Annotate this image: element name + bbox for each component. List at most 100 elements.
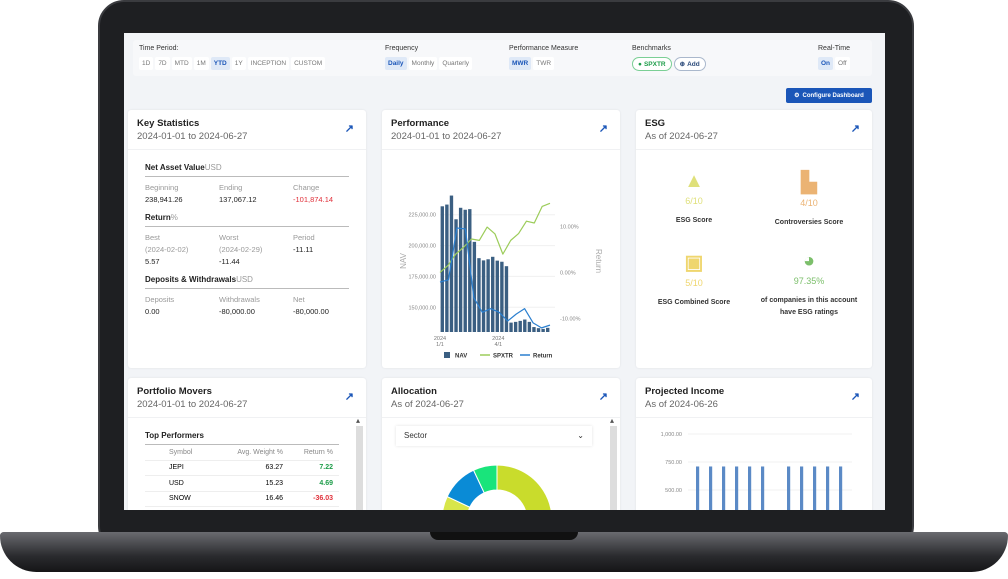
symbol-cell: JEPI xyxy=(169,464,184,472)
option-1m[interactable]: 1M xyxy=(193,57,209,70)
nav-bar xyxy=(481,260,486,332)
pie-chart-icon: ◕ xyxy=(802,250,816,272)
nav-bar xyxy=(509,322,513,332)
donut-slice[interactable] xyxy=(472,464,498,494)
factory-icon: ▙ xyxy=(801,172,817,194)
x-tick-label: 1/1 xyxy=(436,342,444,348)
card-title: Performance xyxy=(391,118,450,129)
option-mtd[interactable]: MTD xyxy=(171,57,192,70)
legend-item-nav[interactable]: NAV xyxy=(444,352,467,360)
return-cell: 7.22 xyxy=(319,464,333,472)
option-daily[interactable]: Daily xyxy=(385,57,407,70)
option-monthly[interactable]: Monthly xyxy=(408,57,438,70)
y-tick-label: 750.00 xyxy=(665,460,682,466)
table-row[interactable]: SNOW 16.46 -36.03 xyxy=(145,492,339,507)
income-bar xyxy=(722,466,726,510)
nav-bar xyxy=(495,260,499,332)
column-header: Symbol xyxy=(169,448,193,456)
legend-label: SPXTR xyxy=(493,354,514,360)
benchmark-spxtr-chip[interactable]: ● SPXTR xyxy=(632,57,672,71)
section-title: Return xyxy=(145,213,171,222)
income-bar xyxy=(813,466,817,510)
esg-label: ESG Score xyxy=(675,217,713,224)
y2-tick-label: 10.00% xyxy=(560,225,579,231)
return-cell: 4.69 xyxy=(319,479,333,487)
plus-circle-icon: ⊕ xyxy=(679,61,686,68)
option-inception[interactable]: INCEPTION xyxy=(247,57,290,70)
stat-value: -11.44 xyxy=(219,257,240,266)
configure-dashboard-button[interactable]: ⚙ Configure Dashboard xyxy=(786,88,872,103)
stat-value: -11.11 xyxy=(293,245,314,254)
option-on[interactable]: On xyxy=(818,57,834,70)
time-period-label: Time Period: xyxy=(139,45,179,52)
y-tick-label: 200,000.00 xyxy=(408,244,436,250)
esg-item: ▣ 5/10 ESG Combined Score xyxy=(639,250,749,309)
expand-icon[interactable]: ↗ xyxy=(344,391,354,403)
esg-item: ▲ 6/10 ESG Score xyxy=(639,170,749,227)
add-label: Add xyxy=(687,60,700,68)
income-bar xyxy=(748,466,752,510)
spxtr-line xyxy=(439,202,551,273)
y2-tick-label: 0.00% xyxy=(560,270,576,276)
x-tick-label: 2024 xyxy=(492,336,504,342)
allocation-card: Allocation As of 2024-06-27 ↗ Sector ⌄ xyxy=(382,378,620,510)
benchmark-name: SPXTR xyxy=(643,60,666,68)
nav-bar xyxy=(500,261,504,332)
real-time-label: Real-Time xyxy=(818,45,851,52)
stat-ending: Ending 137,067.12 xyxy=(219,183,293,204)
card-title: ESG xyxy=(645,118,666,129)
x-tick-label: 4/1 xyxy=(494,342,502,348)
option-ytd[interactable]: YTD xyxy=(210,57,230,70)
card-date: As of 2024-06-26 xyxy=(645,399,718,410)
expand-icon[interactable]: ↗ xyxy=(850,391,860,403)
stat-label: Change xyxy=(293,183,320,192)
table-row[interactable]: JEPI 63.27 7.22 xyxy=(145,461,339,476)
income-bar xyxy=(839,466,843,510)
configure-label: Configure Dashboard xyxy=(802,92,864,99)
nav-bar xyxy=(518,320,522,332)
option-1d[interactable]: 1D xyxy=(139,57,154,70)
option-7d[interactable]: 7D xyxy=(155,57,170,70)
card-date: 2024-01-01 to 2024-06-27 xyxy=(137,131,248,142)
nav-bar xyxy=(468,209,472,332)
stat-net: Net -80,000.00 xyxy=(293,295,367,316)
card-title: Projected Income xyxy=(645,386,725,397)
nav-bar xyxy=(454,219,458,332)
option-twr[interactable]: TWR xyxy=(533,57,555,70)
sector-select[interactable]: Sector ⌄ xyxy=(396,426,592,446)
legend-item-return[interactable]: Return xyxy=(520,354,553,360)
y-axis-label: NAV xyxy=(399,252,408,269)
option-mwr[interactable]: MWR xyxy=(509,57,532,70)
scrollbar[interactable] xyxy=(356,416,363,510)
esg-item: ▙ 4/10 Controversies Score xyxy=(754,170,864,229)
y-tick-label: 225,000.00 xyxy=(408,213,436,219)
table-row[interactable]: USD 15.23 4.69 xyxy=(145,476,339,492)
stat-label: Period xyxy=(293,233,315,242)
filter-bar: Time Period: 1D 7D MTD 1M YTD 1Y INCEPTION CUSTO… xyxy=(133,40,872,76)
expand-icon[interactable]: ↗ xyxy=(598,123,608,135)
expand-icon[interactable]: ↗ xyxy=(344,123,354,135)
income-bar xyxy=(735,466,739,510)
x-tick-label: 2024 xyxy=(434,336,446,342)
nav-bar xyxy=(491,256,495,332)
portfolio-movers-card: Portfolio Movers 2024-01-01 to 2024-06-27… xyxy=(128,378,366,510)
allocation-donut-chart xyxy=(442,464,552,510)
donut-slice[interactable] xyxy=(455,464,552,510)
expand-icon[interactable]: ↗ xyxy=(598,391,608,403)
option-quarterly[interactable]: Quarterly xyxy=(439,57,473,70)
income-bar xyxy=(826,466,830,510)
card-title: Key Statistics xyxy=(137,118,200,129)
legend-label: NAV xyxy=(455,354,467,360)
legend-item-spxtr[interactable]: SPXTR xyxy=(480,354,514,360)
stat-period: Period -11.11 xyxy=(293,233,367,266)
esg-value: 6/10 xyxy=(685,196,703,206)
scrollbar[interactable] xyxy=(610,416,617,510)
stat-value: 137,067.12 xyxy=(219,195,257,204)
option-1y[interactable]: 1Y xyxy=(231,57,246,70)
nav-bar xyxy=(477,258,481,332)
option-off[interactable]: Off xyxy=(835,57,850,70)
option-custom[interactable]: CUSTOM xyxy=(291,57,326,70)
expand-icon[interactable]: ↗ xyxy=(850,123,860,135)
add-benchmark-button[interactable]: ⊕ Add xyxy=(673,57,706,71)
